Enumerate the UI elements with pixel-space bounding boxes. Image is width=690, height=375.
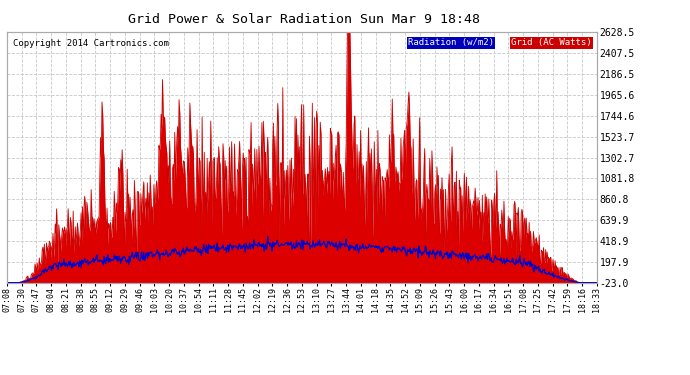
Text: Copyright 2014 Cartronics.com: Copyright 2014 Cartronics.com bbox=[13, 39, 168, 48]
Text: Grid Power & Solar Radiation Sun Mar 9 18:48: Grid Power & Solar Radiation Sun Mar 9 1… bbox=[128, 13, 480, 26]
Text: Grid (AC Watts): Grid (AC Watts) bbox=[511, 38, 592, 47]
Text: Radiation (w/m2): Radiation (w/m2) bbox=[408, 38, 494, 47]
